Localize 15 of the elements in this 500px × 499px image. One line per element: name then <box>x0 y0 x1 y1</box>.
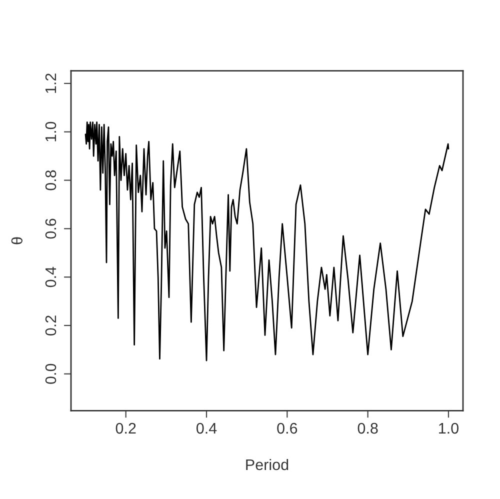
x-tick-label: 0.8 <box>358 422 378 434</box>
y-tick-label: 1.0 <box>45 122 56 142</box>
x-tick-label: 0.2 <box>116 422 136 434</box>
y-tick-label: 0.0 <box>45 364 56 384</box>
y-tick-label: 1.2 <box>45 74 56 93</box>
line-series <box>84 121 450 362</box>
y-axis-title: θ <box>11 237 22 244</box>
x-tick-label: 1.0 <box>439 422 459 434</box>
y-tick-label: 0.2 <box>45 316 56 336</box>
x-tick-label: 0.6 <box>277 422 298 434</box>
x-tick-label: 0.4 <box>196 422 217 434</box>
y-tick-label: 0.4 <box>45 266 56 288</box>
y-tick-label: 0.6 <box>45 218 56 239</box>
x-axis-title: Period <box>246 458 288 470</box>
y-tick-label: 0.8 <box>45 170 56 190</box>
